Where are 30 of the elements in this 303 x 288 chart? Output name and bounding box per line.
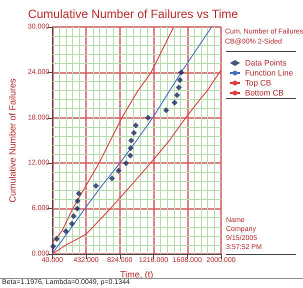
point	[70, 213, 77, 220]
legend-label: Top CB	[245, 78, 272, 88]
chart-title: Cumulative Number of Failures vs Time	[28, 7, 238, 21]
legend-label: Bottom CB	[245, 88, 284, 98]
point	[176, 84, 182, 91]
point	[54, 236, 60, 242]
point	[174, 92, 180, 98]
legend-label: Data Points	[245, 58, 286, 68]
point	[116, 168, 122, 174]
point	[50, 243, 56, 250]
point	[123, 160, 130, 166]
point	[176, 76, 183, 83]
point	[172, 100, 178, 106]
point	[127, 152, 134, 159]
point	[128, 145, 134, 152]
point	[130, 130, 137, 136]
point	[92, 182, 99, 189]
point	[132, 122, 139, 128]
point	[62, 228, 69, 234]
point	[145, 114, 152, 121]
point	[108, 175, 115, 182]
point	[74, 198, 81, 204]
point	[68, 220, 75, 227]
point	[178, 69, 184, 76]
legend-label: Function Line	[245, 68, 294, 78]
point	[163, 107, 170, 114]
point	[128, 138, 134, 144]
point	[76, 190, 82, 196]
y-axis-title: Cumulative Number of Failures	[8, 78, 18, 203]
point	[74, 206, 80, 212]
